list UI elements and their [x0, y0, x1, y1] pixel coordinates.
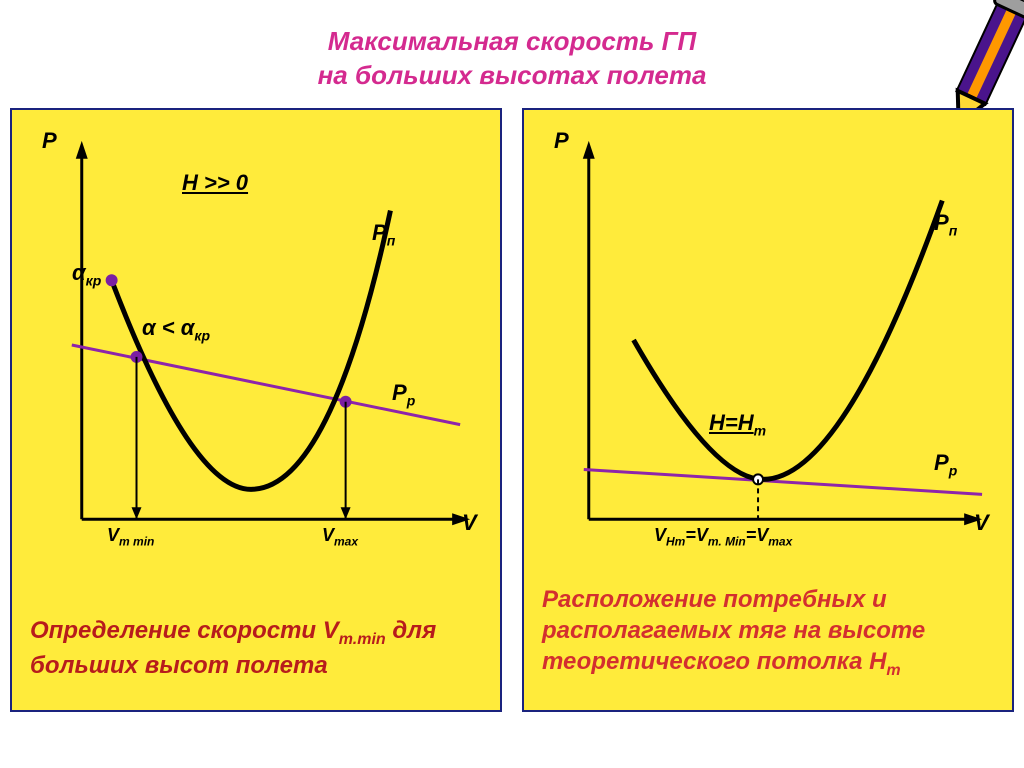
right-pn-label: Pп	[934, 210, 957, 238]
right-pp-label: Pр	[934, 450, 957, 478]
right-v-label: VHт=Vт. Min=Vmax	[654, 525, 792, 549]
left-condition: H >> 0	[182, 170, 248, 196]
left-x-axis-label: V	[462, 510, 477, 536]
right-caption: Расположение потребных и располагаемых т…	[542, 584, 994, 682]
left-pn-label: Pп	[372, 220, 395, 248]
right-x-axis-label: V	[974, 510, 989, 536]
left-y-axis-label: P	[42, 128, 57, 154]
title-line2: на больших высотах полета	[318, 60, 707, 90]
left-pp-label: Pр	[392, 380, 415, 408]
right-y-axis-label: P	[554, 128, 569, 154]
right-chart-panel: P V H=Hт Pп Pр VHт=Vт. Min=Vmax Располож…	[522, 108, 1014, 712]
right-chart: P V H=Hт Pп Pр VHт=Vт. Min=Vmax	[534, 120, 1002, 560]
left-caption: Определение скорости Vт.min для больших …	[30, 615, 482, 682]
right-condition: H=Hт	[709, 410, 766, 438]
left-chart-panel: P V H >> 0 αкр α < αкр Pп Pр Vт min Vmax	[10, 108, 502, 712]
left-vmax-label: Vmax	[322, 525, 358, 549]
title-line1: Максимальная скорость ГП	[328, 26, 696, 56]
left-chart: P V H >> 0 αкр α < αкр Pп Pр Vт min Vmax	[22, 120, 490, 560]
left-alpha-cond: α < αкр	[142, 315, 210, 343]
left-akr-label: αкр	[72, 260, 101, 288]
left-vtmin-label: Vт min	[107, 525, 154, 549]
